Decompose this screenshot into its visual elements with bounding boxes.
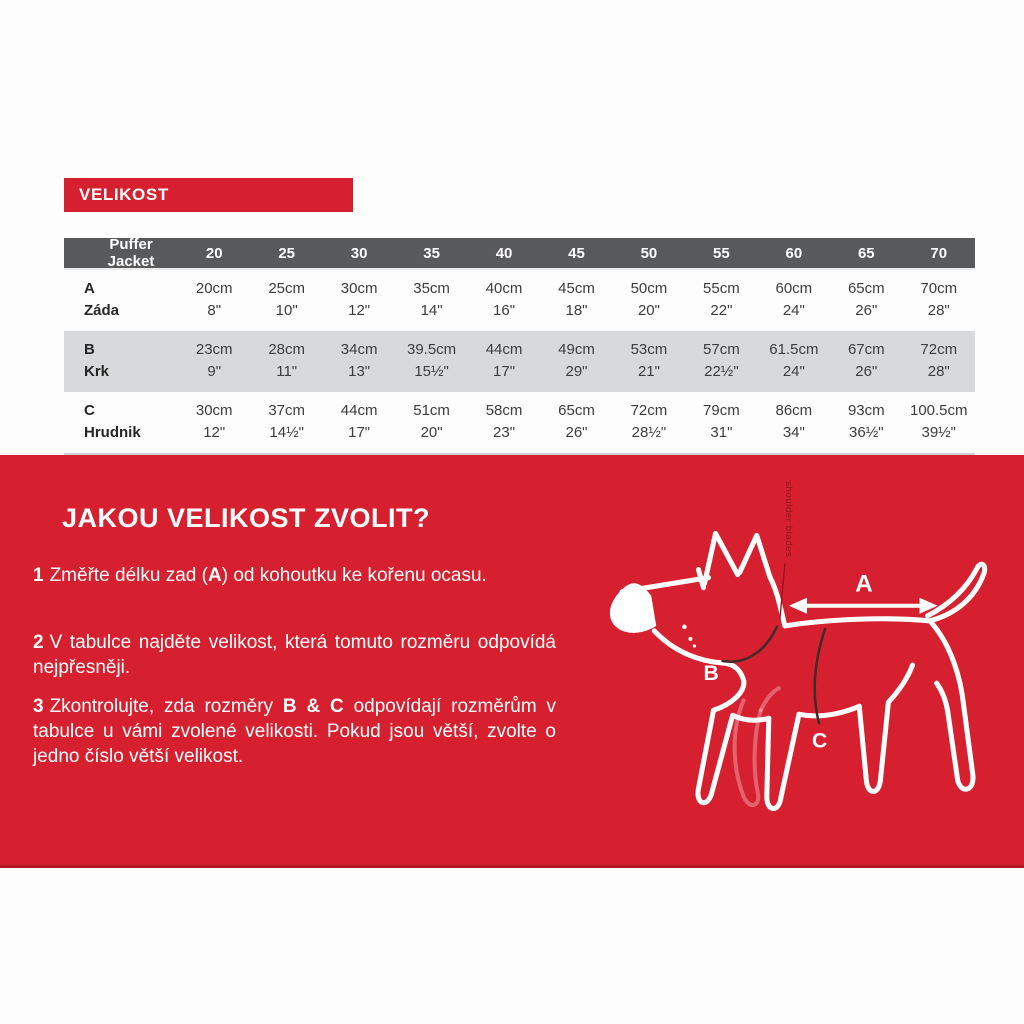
step-text: odpovídají rozměrům v tabulce u vámi zvo… — [33, 696, 556, 767]
row-label: A Záda — [64, 270, 178, 331]
row-label: C Hrudnik — [64, 392, 178, 453]
size-cell: 35cm 14" — [413, 280, 450, 319]
step-bold: A — [207, 565, 222, 586]
size-cell: 20cm 8" — [195, 280, 233, 319]
size-cell: 57cm 22½" — [703, 341, 740, 380]
size-cell: 49cm 29" — [558, 341, 595, 380]
size-cell: 61.5cm 24" — [769, 341, 819, 380]
step-number: 2 — [33, 632, 44, 653]
size-column-header: 55 — [713, 244, 730, 262]
size-column-header: 20 — [205, 244, 223, 262]
table-row-krk: B Krk 23cm 9" 28cm 11" 34cm 13" 39.5cm 1… — [64, 331, 975, 392]
row-name: Záda — [84, 302, 120, 319]
size-column-header: 65 — [857, 244, 875, 262]
size-cell: 65cm 26" — [847, 280, 885, 319]
row-name: Hrudnik — [84, 424, 141, 441]
dog-nose — [609, 583, 657, 633]
table-row-hrudnik: C Hrudnik 30cm 12" 37cm 14½" 44cm 17" 51… — [64, 392, 975, 455]
size-column-header: 60 — [785, 244, 803, 262]
size-cell: 39.5cm 15½" — [406, 341, 457, 380]
size-column-header: 40 — [495, 244, 513, 262]
size-cell: 44cm 17" — [340, 402, 378, 441]
size-cell: 72cm 28" — [920, 341, 958, 380]
size-cell: 37cm 14½" — [268, 402, 306, 441]
product-column-header: Puffer Jacket — [107, 236, 155, 270]
dog-inner-shading — [732, 686, 781, 807]
step-text: ) od kohoutku ke kořenu ocasu. — [221, 565, 487, 586]
size-column-header: 25 — [278, 244, 296, 262]
row-label: B Krk — [64, 331, 178, 392]
size-cell: 23cm 9" — [195, 341, 233, 380]
guide-heading: JAKOU VELIKOST ZVOLIT? — [62, 503, 431, 533]
guide-step-1: 1 Změřte délku zad (A) od kohoutku ke koř… — [33, 563, 556, 588]
size-table: Puffer Jacket 20 25 30 35 40 45 50 55 60… — [64, 236, 975, 455]
size-cell: 86cm 34" — [775, 402, 813, 441]
size-column-header: 70 — [930, 244, 948, 262]
step-text: Zkontrolujte, zda rozměry — [49, 696, 283, 717]
size-column-header: 50 — [640, 244, 658, 262]
banner-title: VELIKOST — [79, 185, 169, 204]
step-number: 1 — [33, 565, 44, 586]
size-banner: VELIKOST — [64, 178, 353, 212]
size-cell: 30cm 12" — [195, 402, 233, 441]
row-letter: A — [84, 280, 95, 297]
size-cell: 79cm 31" — [703, 402, 740, 441]
size-cell: 25cm 10" — [268, 280, 306, 319]
dog-face-dots — [682, 624, 697, 648]
row-name: Krk — [84, 363, 110, 380]
shoulder-pointer-line — [779, 563, 786, 620]
measurement-lines — [721, 625, 827, 725]
size-cell: 50cm 20" — [630, 280, 668, 319]
step-text: Změřte délku zad ( — [49, 565, 208, 586]
step-text: V tabulce najděte velikost, která tomuto… — [33, 632, 556, 678]
size-guide-section: JAKOU VELIKOST ZVOLIT? 1 Změřte délku zad… — [0, 455, 1024, 868]
size-cell: 44cm 17" — [485, 341, 523, 380]
row-letter: C — [84, 402, 95, 419]
size-cell: 53cm 21" — [630, 341, 668, 380]
size-cell: 34cm 13" — [340, 341, 378, 380]
size-column-header: 30 — [350, 244, 368, 262]
back-length-arrow — [788, 597, 938, 614]
size-cell: 30cm 12" — [340, 280, 378, 319]
size-cell: 100.5cm 39½" — [909, 402, 968, 441]
size-cell: 45cm 18" — [558, 280, 595, 319]
dog-outline — [619, 530, 988, 811]
step-bold: B & C — [282, 696, 344, 717]
size-cell: 93cm 36½" — [847, 402, 885, 441]
size-cell: 28cm 11" — [268, 341, 306, 380]
size-cell: 60cm 24" — [775, 280, 813, 319]
label-a: A — [855, 571, 872, 598]
table-row-zada: A Záda 20cm 8" 25cm 10" 30cm 12" 35cm 14… — [64, 268, 975, 331]
size-cell: 58cm 23" — [485, 402, 523, 441]
guide-step-3: 3 Zkontrolujte, zda rozměry B & C odpovíd… — [33, 694, 556, 769]
table-header-row: Puffer Jacket 20 25 30 35 40 45 50 55 60… — [64, 236, 975, 270]
dog-measurement-diagram: shoulder blades A B C — [609, 481, 988, 811]
size-column-header: 35 — [423, 244, 440, 262]
size-cell: 65cm 26" — [558, 402, 595, 441]
size-cell: 70cm 28" — [920, 280, 958, 319]
size-cell: 40cm 16" — [485, 280, 523, 319]
step-number: 3 — [33, 696, 44, 717]
shoulder-note: shoulder blades — [783, 481, 794, 557]
size-cell: 51cm 20" — [413, 402, 450, 441]
label-c: C — [812, 729, 827, 752]
row-letter: B — [84, 341, 95, 358]
size-cell: 72cm 28½" — [630, 402, 668, 441]
label-b: B — [703, 662, 718, 685]
size-cell: 55cm 22" — [703, 280, 740, 319]
size-column-header: 45 — [568, 244, 585, 262]
size-cell: 67cm 26" — [847, 341, 885, 380]
